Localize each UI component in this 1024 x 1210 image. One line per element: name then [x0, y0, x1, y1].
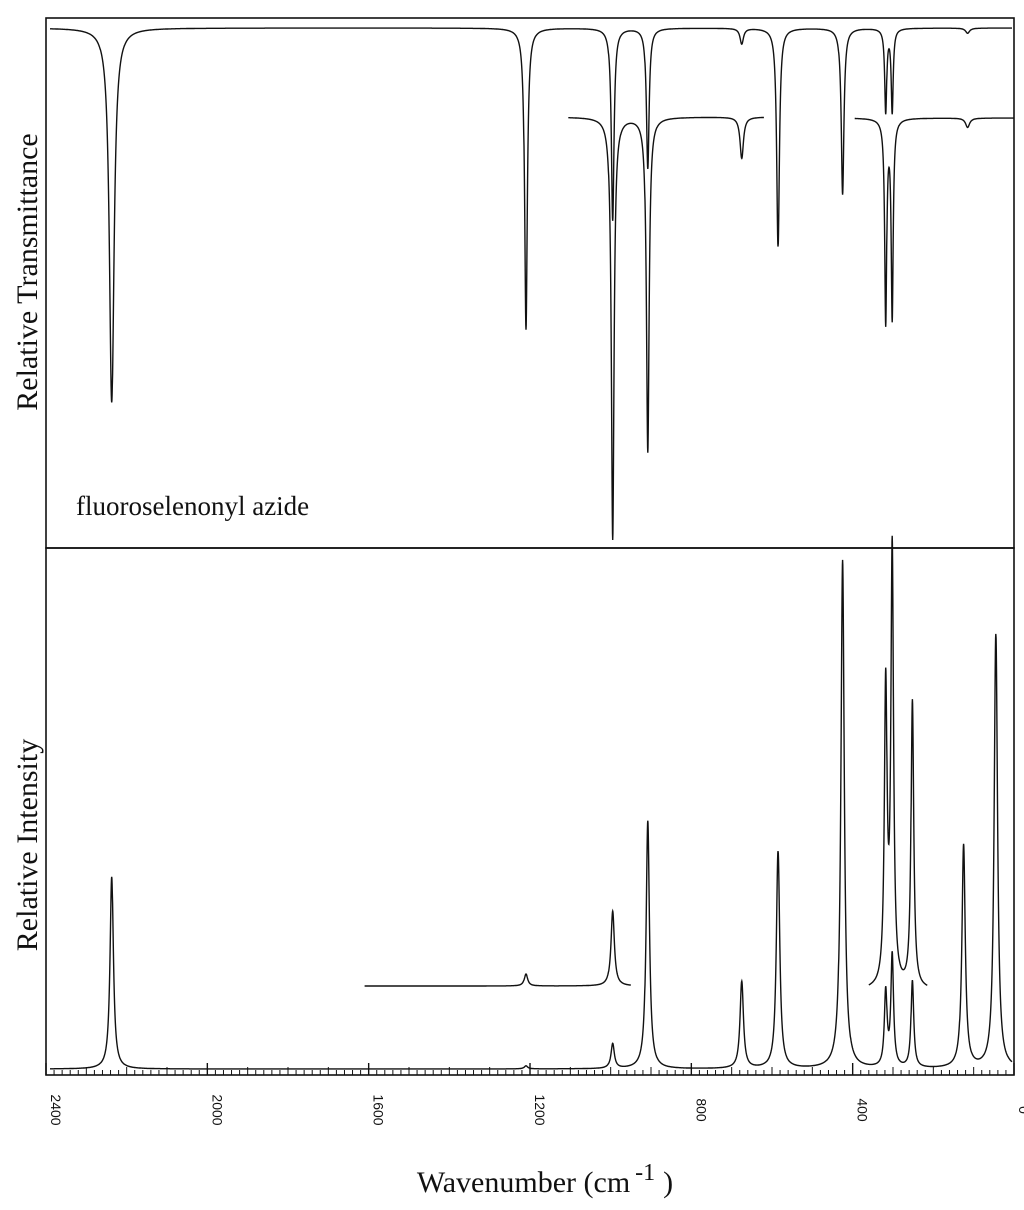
raman-inset-trace-2: [868, 535, 928, 986]
x-axis-title: Wavenumber (cm -1): [417, 1160, 673, 1199]
x-tick-label-1200: 1200: [532, 1094, 548, 1125]
ir-inset-trace-2: [854, 117, 1014, 327]
x-axis-title-superscript: -1: [635, 1160, 655, 1186]
raman-inset-trace-1: [364, 908, 631, 987]
raman-main-trace: [50, 559, 1013, 1070]
ir-main-trace: [50, 27, 1012, 403]
x-tick-label-1600: 1600: [371, 1094, 387, 1125]
x-axis-title-main: Wavenumber (cm: [417, 1166, 630, 1199]
x-tick-label-800: 800: [693, 1098, 709, 1122]
compound-label: fluoroselenonyl azide: [76, 491, 309, 521]
x-tick-label-400: 400: [855, 1098, 871, 1122]
raman-tick-marks: [45, 1063, 1015, 1075]
x-tick-label-0: 0: [1016, 1106, 1024, 1114]
raman-panel: Relative Intensity: [11, 535, 1015, 1076]
x-tick-label-2400: 2400: [48, 1094, 64, 1125]
ir-panel: fluoroselenonyl azide Relative Transmitt…: [11, 17, 1015, 549]
ir-inset-trace-1: [568, 116, 764, 541]
x-tick-labels: 2400 2000 1600 1200 800 400 0: [48, 1094, 1024, 1125]
ir-frame: [45, 17, 1015, 549]
raman-y-axis-title: Relative Intensity: [11, 739, 44, 951]
ir-y-axis-title: Relative Transmittance: [11, 133, 44, 410]
raman-frame: [45, 547, 1015, 1076]
x-tick-label-2000: 2000: [209, 1094, 225, 1125]
x-axis-title-end: ): [663, 1166, 673, 1199]
